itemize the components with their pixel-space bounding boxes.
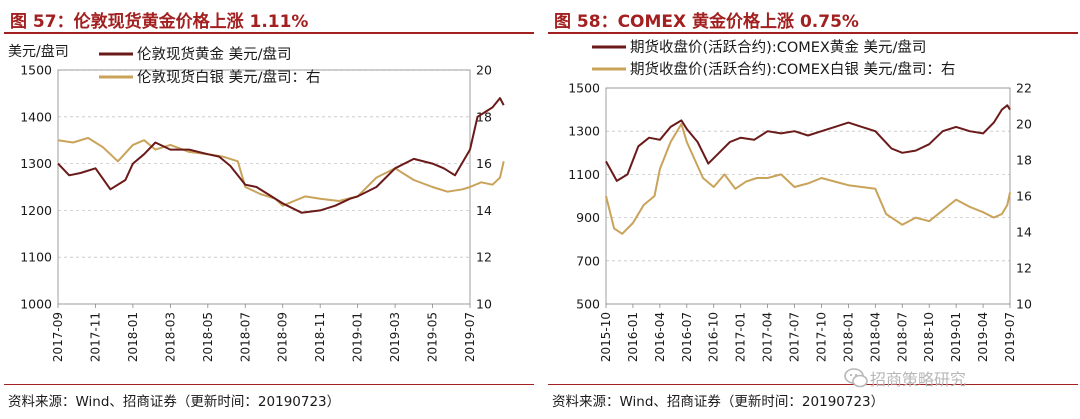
series-line-gold (605, 104, 1011, 182)
chart-plot-comex: 500 700 900 1100 1300 1500 10 12 14 16 18 20 22 2015-… (568, 38, 1032, 362)
y-tick-right: 16 (1016, 189, 1032, 204)
x-tick-label: 2019-01 (949, 312, 963, 362)
y-tick-left: 1100 (568, 167, 600, 182)
x-tick-label: 2016-10 (707, 312, 721, 362)
legend-label-silver: 期货收盘价(活跃合约):COMEX白银 美元/盘司：右 (630, 60, 955, 78)
y-tick-left: 700 (576, 253, 600, 268)
x-tick-label: 2018-07 (895, 312, 909, 362)
y-tick-left: 1300 (20, 156, 52, 171)
chart-panel-comex: 图 58：COMEX 黄金价格上涨 0.75% 500 700 900 1100 130… (548, 0, 1080, 419)
chart-title-bar: 图 57：伦敦现货黄金价格上涨 1.11% (4, 4, 534, 32)
x-tick-label: 2019-04 (976, 312, 990, 362)
chart-title: 图 57：伦敦现货黄金价格上涨 1.11% (10, 12, 309, 32)
y-tick-right: 10 (476, 297, 492, 312)
chart-title: 图 58：COMEX 黄金价格上涨 0.75% (554, 12, 859, 32)
source-note: 资料来源：Wind、招商证券（更新时间：20190723） (8, 394, 341, 410)
x-tick-label: 2018-04 (868, 312, 882, 362)
legend-label-gold: 伦敦现货黄金 美元/盘司 (137, 45, 292, 63)
source-divider (548, 384, 1078, 385)
y-tick-right: 18 (476, 109, 492, 124)
y-tick-right: 16 (476, 156, 492, 171)
y-tick-right: 10 (1016, 297, 1032, 312)
watermark: 招商策略研究 (842, 366, 1072, 390)
y-tick-left: 1100 (20, 250, 52, 265)
x-tick-label: 2017-01 (734, 312, 748, 362)
source-divider (4, 384, 534, 385)
x-tick-label: 2017-09 (51, 312, 65, 362)
x-tick-label: 2017-10 (814, 312, 828, 362)
y-tick-left: 1200 (20, 203, 52, 218)
x-tick-label: 2018-11 (313, 312, 327, 362)
y-tick-left: 900 (576, 210, 600, 225)
y-tick-left: 1000 (20, 297, 52, 312)
x-tick-label: 2017-11 (88, 312, 102, 362)
x-tick-label: 2018-01 (841, 312, 855, 362)
title-divider (4, 32, 534, 34)
x-tick-label: 2017-07 (788, 312, 802, 362)
x-tick-label: 2018-09 (276, 312, 290, 362)
y-tick-right: 14 (1016, 225, 1032, 240)
y-tick-right: 18 (1016, 153, 1032, 168)
y-tick-left: 1400 (20, 109, 52, 124)
series-line-gold (57, 97, 505, 214)
x-tick-label: 2018-01 (126, 312, 140, 362)
x-tick-label: 2019-03 (388, 312, 402, 362)
chart-plot-london: 1000 1100 1200 1300 1400 1500 10 12 14 16 18 20 2017… (8, 43, 505, 362)
x-tick-label: 2018-10 (922, 312, 936, 362)
legend-label-silver: 伦敦现货白银 美元/盘司：右 (137, 68, 321, 86)
x-tick-label: 2019-07 (463, 312, 477, 362)
x-tick-label: 2016-07 (680, 312, 694, 362)
x-tick-label: 2017-04 (761, 312, 775, 362)
watermark-text: 招商策略研究 (870, 370, 967, 389)
x-tick-label: 2015-10 (599, 312, 613, 362)
x-tick-label: 2019-01 (351, 312, 365, 362)
series-line-silver (605, 123, 1011, 235)
y-tick-left: 1500 (568, 81, 600, 96)
y-tick-right: 12 (1016, 261, 1032, 276)
y-tick-right: 20 (476, 63, 492, 78)
chart-title-bar: 图 58：COMEX 黄金价格上涨 0.75% (548, 4, 1078, 32)
x-tick-label: 2018-03 (163, 312, 177, 362)
y-tick-right: 22 (1016, 81, 1032, 96)
series-line-silver (57, 136, 505, 207)
plot-frame (605, 87, 1011, 305)
chart-panel-gold-london: 图 57：伦敦现货黄金价格上涨 1.11% 1000 1100 1200 1300 14… (4, 0, 536, 419)
y-tick-right: 12 (476, 250, 492, 265)
wechat-icon (844, 368, 868, 388)
x-tick-label: 2018-05 (201, 312, 215, 362)
source-note: 资料来源：Wind、招商证券（更新时间：20190723） (552, 394, 885, 410)
y-tick-left: 1300 (568, 124, 600, 139)
legend-label-gold: 期货收盘价(活跃合约):COMEX黄金 美元/盘司 (630, 38, 926, 56)
unit-label: 美元/盘司 (8, 43, 69, 60)
y-tick-right: 14 (476, 203, 492, 218)
x-tick-label: 2018-07 (238, 312, 252, 362)
x-tick-label: 2016-01 (626, 312, 640, 362)
title-divider (548, 32, 1078, 34)
y-tick-left: 1500 (20, 63, 52, 78)
x-tick-label: 2019-07 (1003, 312, 1017, 362)
x-tick-label: 2019-05 (426, 312, 440, 362)
y-tick-left: 500 (576, 297, 600, 312)
plot-frame (57, 69, 471, 305)
y-tick-right: 20 (1016, 117, 1032, 132)
x-tick-label: 2016-04 (653, 312, 667, 362)
